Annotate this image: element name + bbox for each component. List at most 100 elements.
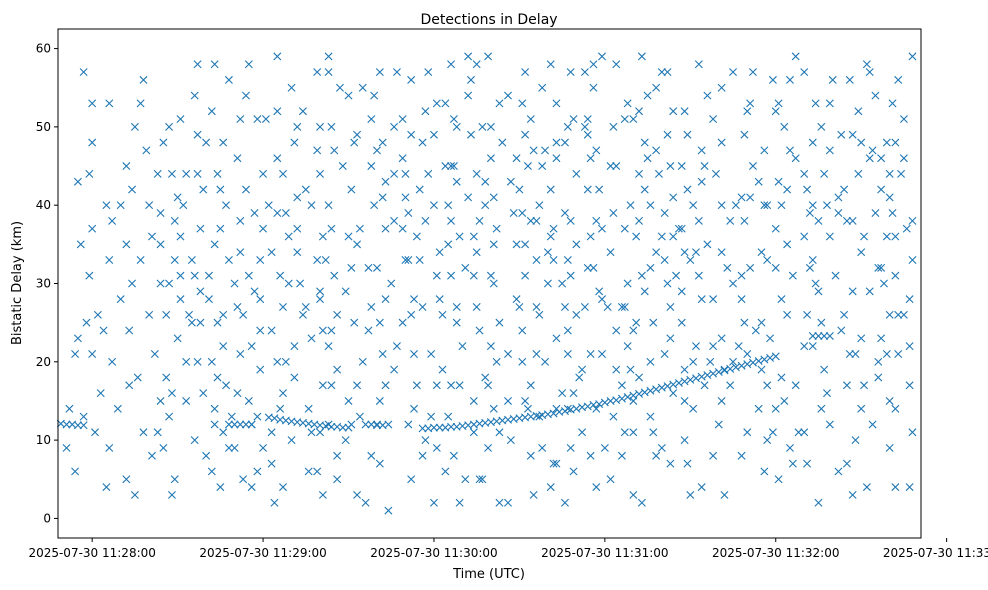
data-point <box>486 271 495 280</box>
data-point <box>148 451 156 460</box>
data-point <box>737 271 746 280</box>
data-point <box>222 201 231 210</box>
data-point <box>79 421 88 430</box>
data-point <box>703 240 712 249</box>
data-point <box>498 138 507 147</box>
data-point <box>763 381 772 390</box>
data-point <box>774 475 783 484</box>
data-point <box>421 436 430 445</box>
data-point <box>617 451 626 460</box>
y-tick-label: 30 <box>36 277 51 291</box>
data-point <box>529 146 538 155</box>
data-point <box>324 342 333 351</box>
data-point <box>703 371 712 380</box>
data-point <box>652 385 661 394</box>
data-point <box>686 375 695 384</box>
data-point <box>270 498 279 507</box>
data-point <box>808 201 817 210</box>
data-point <box>301 185 310 194</box>
data-point <box>435 295 444 304</box>
data-point <box>646 357 655 366</box>
data-point <box>689 357 698 366</box>
data-point <box>646 386 655 395</box>
data-point <box>686 256 695 264</box>
data-point <box>452 122 461 131</box>
data-point <box>771 352 780 361</box>
data-point <box>193 60 202 69</box>
data-point <box>660 256 669 264</box>
data-point <box>224 420 233 429</box>
data-point <box>697 295 706 304</box>
data-point <box>373 421 381 430</box>
data-point <box>515 185 524 194</box>
data-point <box>897 169 906 178</box>
data-point <box>580 303 589 311</box>
data-point <box>874 373 883 382</box>
data-point <box>729 68 738 77</box>
data-point <box>720 365 729 374</box>
data-point <box>350 138 359 147</box>
data-point <box>598 349 606 358</box>
data-point <box>677 162 686 171</box>
data-point <box>333 310 342 319</box>
data-point <box>763 256 772 264</box>
data-point <box>401 169 410 178</box>
data-point <box>466 130 475 139</box>
data-point <box>629 490 638 499</box>
data-point <box>515 303 524 311</box>
data-point <box>729 357 738 366</box>
data-point <box>153 169 162 178</box>
data-point <box>834 193 843 202</box>
data-point <box>316 428 325 437</box>
data-point <box>697 177 706 186</box>
data-point <box>478 122 487 131</box>
data-point <box>176 115 185 124</box>
data-point <box>674 224 683 233</box>
data-point <box>680 377 689 386</box>
data-point <box>535 201 544 210</box>
data-point <box>353 130 362 139</box>
data-point <box>327 381 336 390</box>
data-point <box>717 396 726 405</box>
data-point <box>791 52 800 61</box>
x-tick-label: 2025-07-30 11:29:00 <box>199 546 326 560</box>
data-point <box>447 271 456 280</box>
data-point <box>335 83 344 92</box>
data-point <box>213 318 222 327</box>
data-point <box>831 271 840 280</box>
data-point <box>287 83 296 92</box>
data-point <box>247 342 256 351</box>
data-point <box>800 169 809 178</box>
data-point <box>219 310 228 319</box>
data-point <box>222 381 231 390</box>
data-point <box>333 475 342 484</box>
data-point <box>845 349 854 358</box>
data-point <box>803 459 812 468</box>
data-point <box>549 409 558 418</box>
data-point <box>176 271 185 280</box>
data-point <box>652 146 661 155</box>
data-point <box>586 232 595 241</box>
data-point <box>327 122 336 131</box>
data-point <box>706 357 715 366</box>
data-point <box>398 154 407 163</box>
data-point <box>785 146 794 155</box>
data-point <box>512 295 521 304</box>
data-point <box>250 209 259 218</box>
data-point <box>740 318 749 327</box>
data-point <box>429 423 438 432</box>
data-point <box>760 201 769 210</box>
data-point <box>908 216 917 225</box>
data-point <box>469 428 478 437</box>
data-point <box>694 216 703 225</box>
data-point <box>145 310 154 319</box>
data-point <box>241 420 250 429</box>
data-point <box>788 459 797 468</box>
data-point <box>814 216 823 225</box>
data-point <box>703 91 712 100</box>
data-point <box>504 396 513 405</box>
data-point <box>760 467 769 476</box>
data-point <box>82 318 91 327</box>
data-point <box>401 193 410 202</box>
data-point <box>210 60 219 69</box>
